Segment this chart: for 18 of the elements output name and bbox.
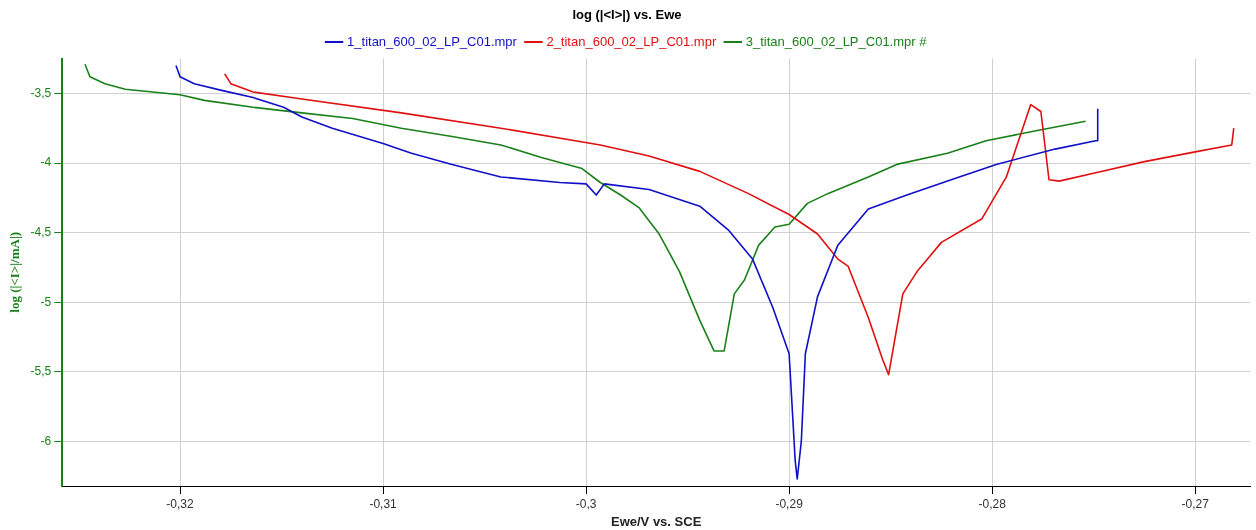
y-tick-label: -5,5: [30, 364, 52, 379]
chart-title: log (|<I>|) vs. Ewe: [572, 7, 682, 23]
x-tick-label: -0,27: [1181, 496, 1210, 511]
y-axis-title: log (|<I>|/mA|): [7, 231, 23, 313]
x-tick-label: -0,31: [369, 496, 398, 511]
legend-label: 2_titan_600_02_LP_C01.mpr: [546, 33, 717, 49]
x-tick-label: -0,28: [978, 496, 1007, 511]
x-tick-label: -0,32: [166, 496, 195, 511]
x-tick-label: -0,3: [575, 496, 597, 511]
y-tick-label: -4,5: [30, 224, 52, 239]
y-tick-label: -6: [40, 433, 52, 448]
legend-label: 1_titan_600_02_LP_C01.mpr: [347, 33, 518, 49]
y-tick-label: -3,5: [30, 85, 52, 100]
x-axis-title: Ewe/V vs. SCE: [610, 513, 702, 529]
x-tick-label: -0,29: [775, 496, 804, 511]
legend-label: 3_titan_600_02_LP_C01.mpr #: [745, 33, 928, 49]
y-tick-label: -4: [40, 155, 52, 170]
y-tick-label: -5: [40, 294, 52, 309]
